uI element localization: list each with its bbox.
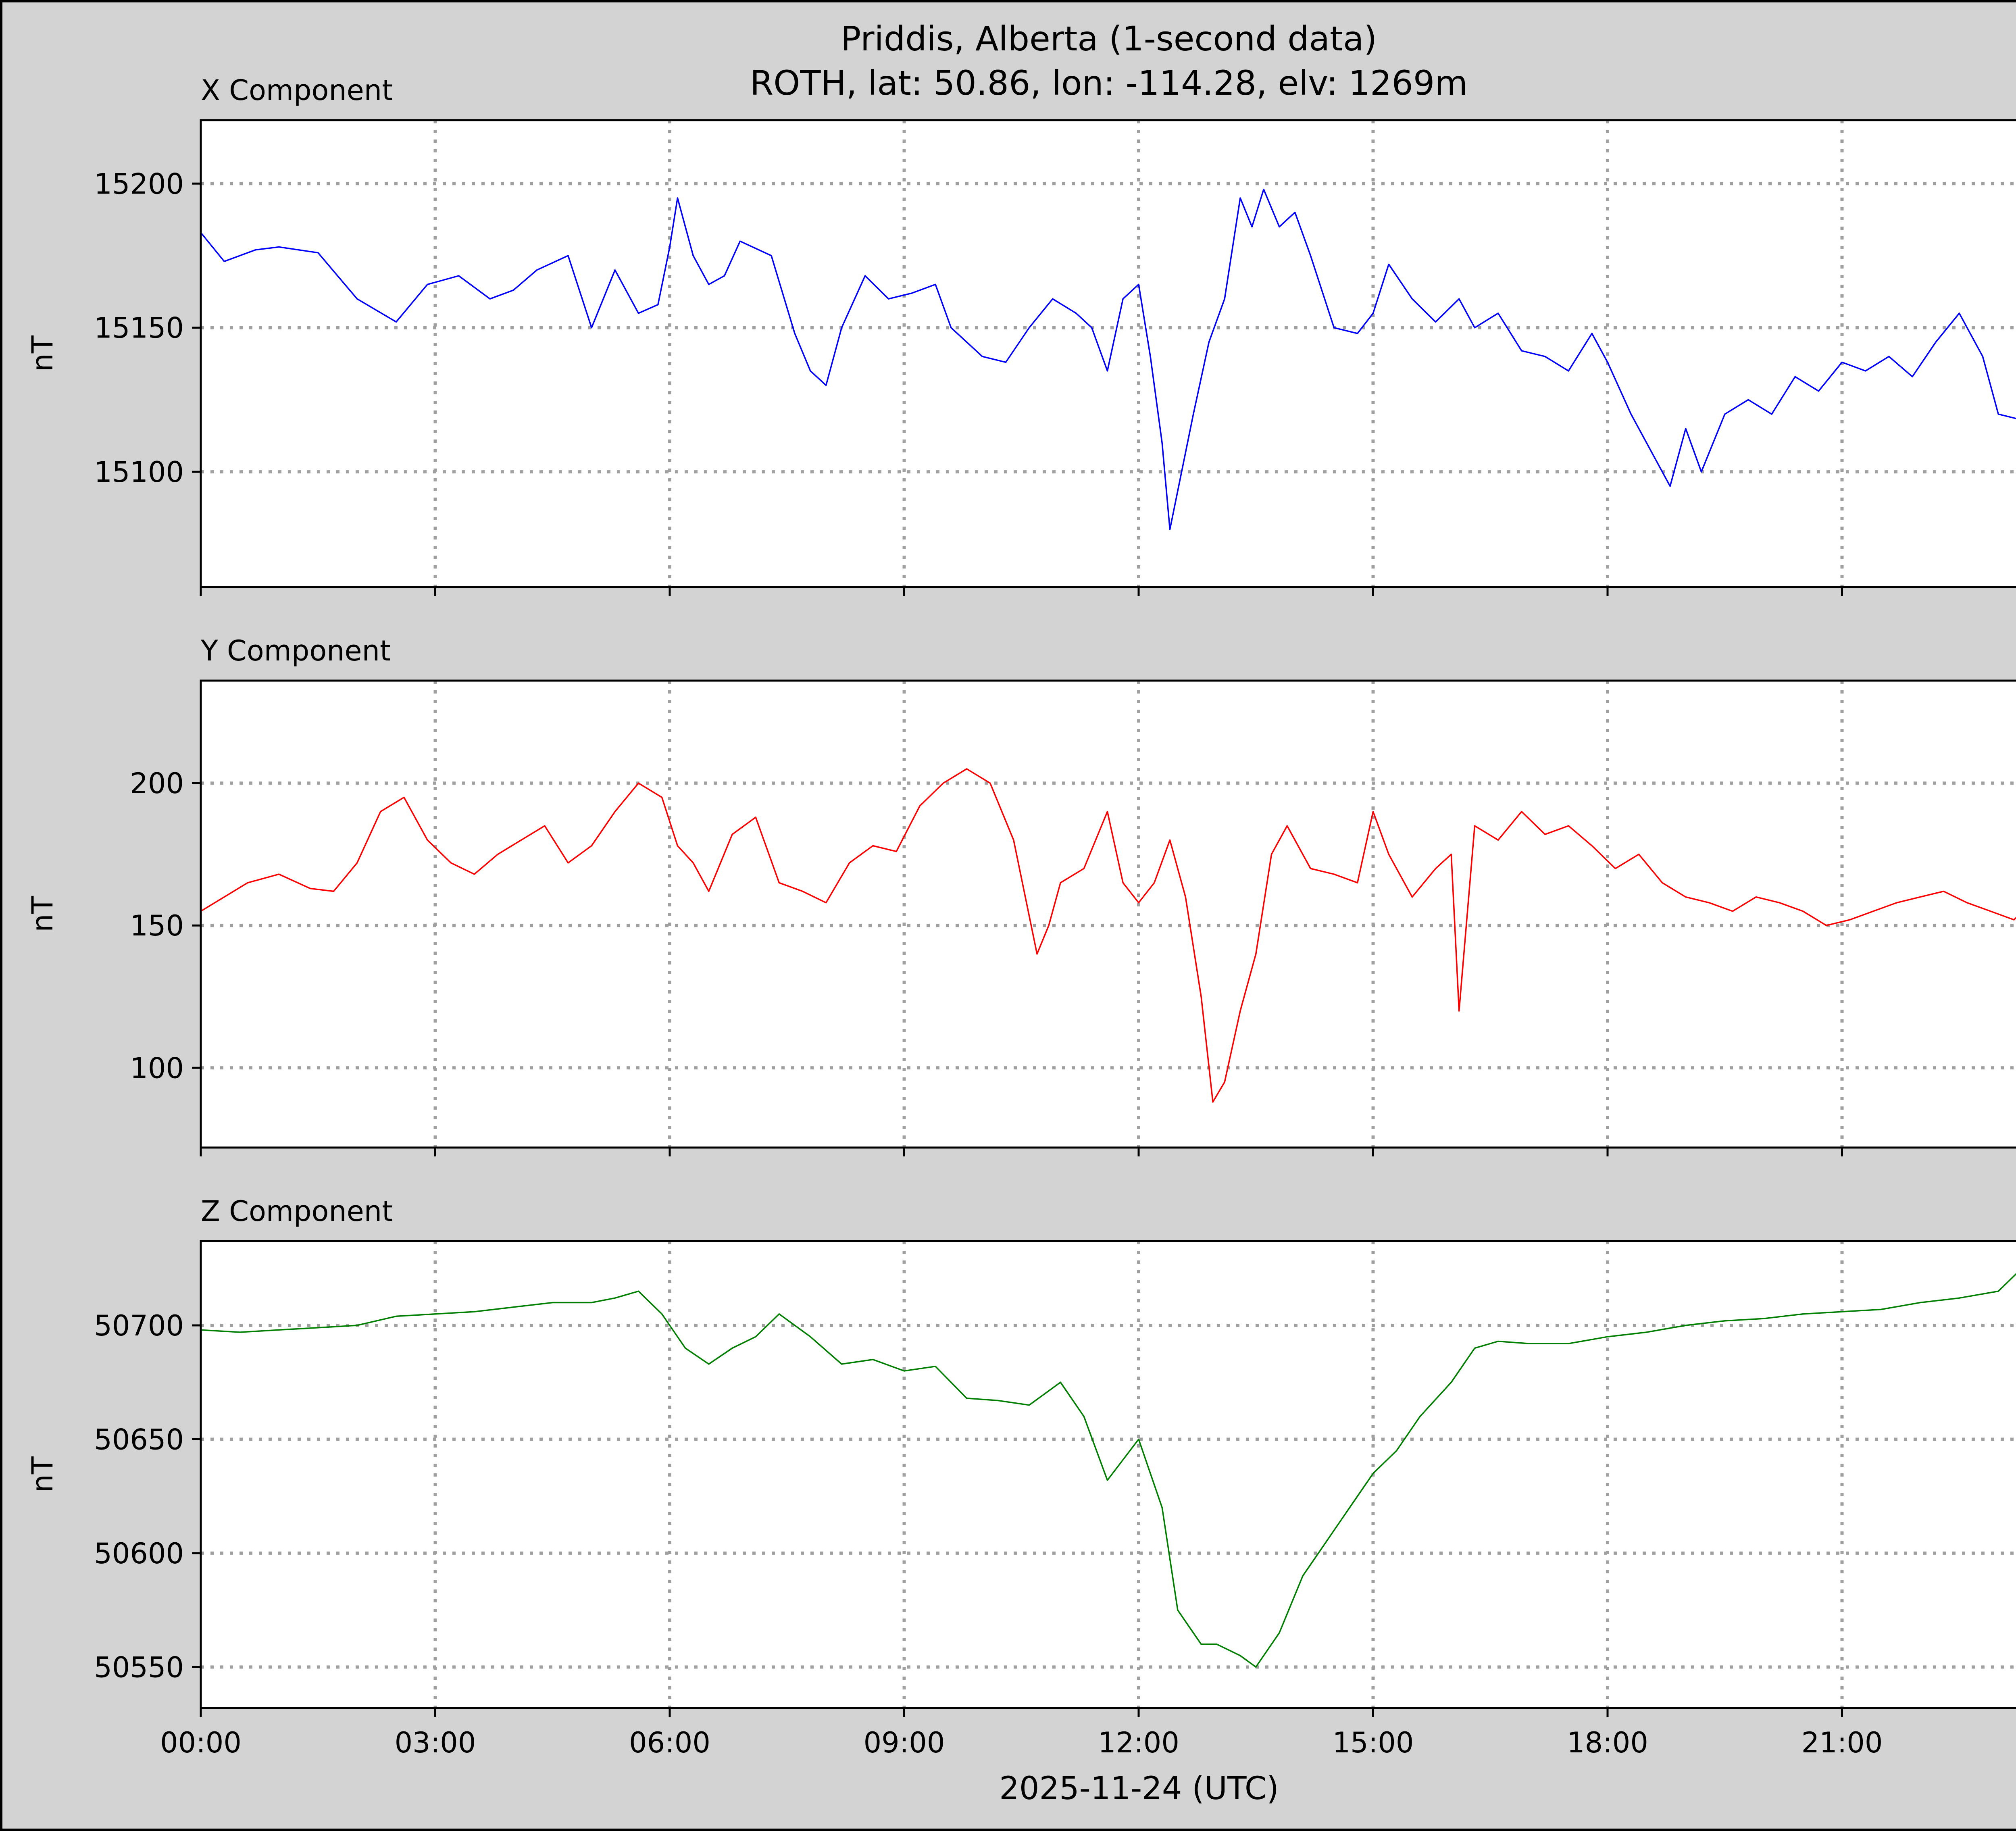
x-tick-label: 00:00 xyxy=(160,1726,242,1759)
y-tick-label: 15150 xyxy=(94,312,184,345)
figure-subtitle: ROTH, lat: 50.86, lon: -114.28, elv: 126… xyxy=(750,63,1468,103)
y-tick-label: 50650 xyxy=(94,1423,184,1456)
y-tick-label: 50600 xyxy=(94,1537,184,1570)
x-tick-label: 03:00 xyxy=(395,1726,476,1759)
x-tick-label: 18:00 xyxy=(1567,1726,1648,1759)
x-tick-label: 21:00 xyxy=(1801,1726,1883,1759)
series-line xyxy=(200,1273,2016,1668)
y-tick-label: 50550 xyxy=(94,1651,184,1684)
y-axis-label: nT xyxy=(25,1456,59,1493)
plot-frame xyxy=(200,119,2016,588)
series-line xyxy=(200,188,2016,530)
plot-frame xyxy=(200,1240,2016,1709)
y-tick-label: 200 xyxy=(130,767,184,800)
panel-subtitle: Z Component xyxy=(201,1195,393,1228)
plot-frame xyxy=(200,679,2016,1149)
panel-2: 50550 50600 50650 50700 Z Component nT 00:00 03… xyxy=(25,1195,2016,1759)
y-tick-label: 15200 xyxy=(94,167,184,200)
plot-area xyxy=(200,119,2016,588)
y-tick-label: 100 xyxy=(130,1052,184,1085)
panel-subtitle: Y Component xyxy=(200,634,391,667)
plot-area xyxy=(200,1240,2016,1709)
y-tick-label: 150 xyxy=(130,909,184,942)
x-axis-label: 2025-11-24 (UTC) xyxy=(999,1771,1279,1807)
panel-0: 15100 15150 15200 X Component nT xyxy=(25,74,2016,596)
y-tick-label: 15100 xyxy=(94,456,184,489)
panel-subtitle: X Component xyxy=(201,74,393,107)
panel-1: 100 150 200 Y Component nT xyxy=(25,634,2016,1156)
series-line xyxy=(200,768,2016,1103)
x-tick-label: 15:00 xyxy=(1333,1726,1414,1759)
x-tick-label: 12:00 xyxy=(1098,1726,1179,1759)
y-axis-label: nT xyxy=(25,335,59,372)
y-axis-label: nT xyxy=(25,896,59,932)
x-tick-label: 09:00 xyxy=(864,1726,945,1759)
x-tick-label: 06:00 xyxy=(629,1726,710,1759)
plot-area xyxy=(200,679,2016,1149)
y-tick-label: 50700 xyxy=(94,1309,184,1342)
figure-title: Priddis, Alberta (1-second data) xyxy=(841,19,1377,58)
panels: 15100 15150 15200 X Component nT 100 150 200 Y C… xyxy=(25,74,2016,1759)
